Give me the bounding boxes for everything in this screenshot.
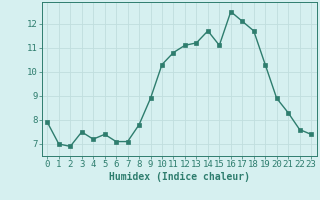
X-axis label: Humidex (Indice chaleur): Humidex (Indice chaleur) bbox=[109, 172, 250, 182]
